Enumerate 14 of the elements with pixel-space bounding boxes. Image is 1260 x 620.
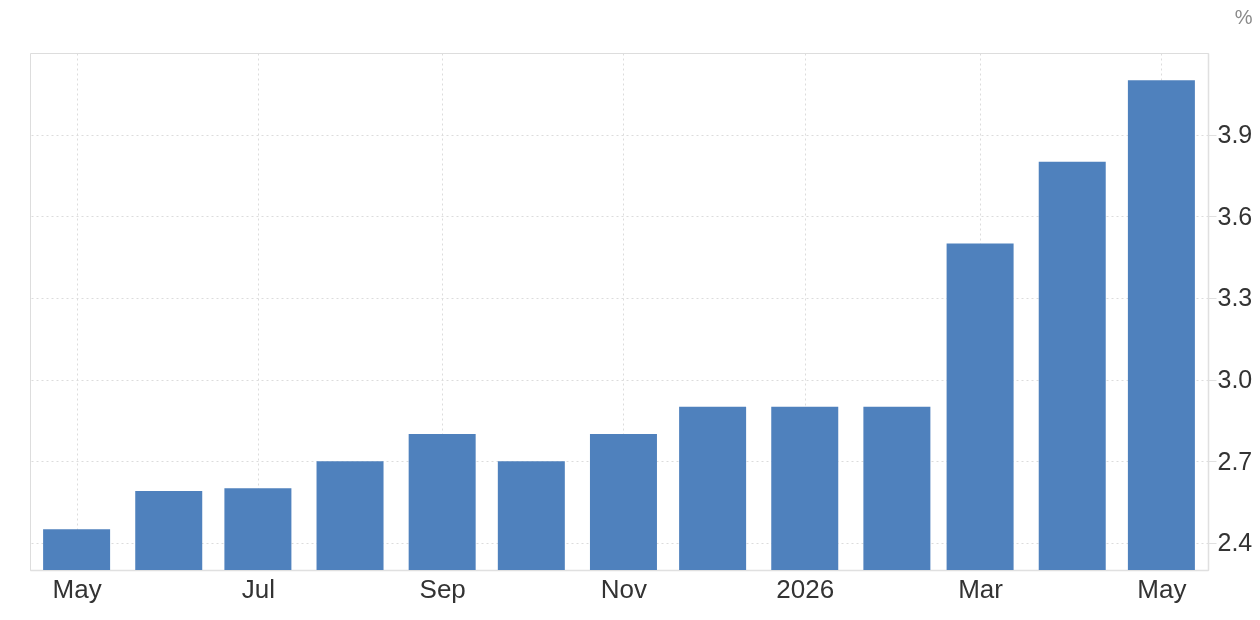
- y-axis-title: %: [1234, 5, 1253, 28]
- x-tick-label: Sep: [419, 573, 466, 604]
- y-tick-label: 3.9: [1217, 120, 1253, 149]
- x-tick-label: Mar: [958, 573, 1004, 604]
- y-tick-label: 3.0: [1217, 365, 1253, 394]
- x-tick-label: Jul: [241, 573, 276, 604]
- y-tick-label: 2.4: [1217, 528, 1253, 557]
- x-tick-label: 2026: [776, 573, 835, 604]
- x-tick-label: May: [52, 573, 102, 604]
- y-tick-label: 3.6: [1217, 201, 1253, 230]
- x-tick-label: Nov: [600, 573, 648, 604]
- y-tick-label: 3.3: [1217, 283, 1253, 312]
- x-tick-label: May: [1137, 573, 1187, 604]
- y-tick-label: 2.7: [1217, 446, 1253, 475]
